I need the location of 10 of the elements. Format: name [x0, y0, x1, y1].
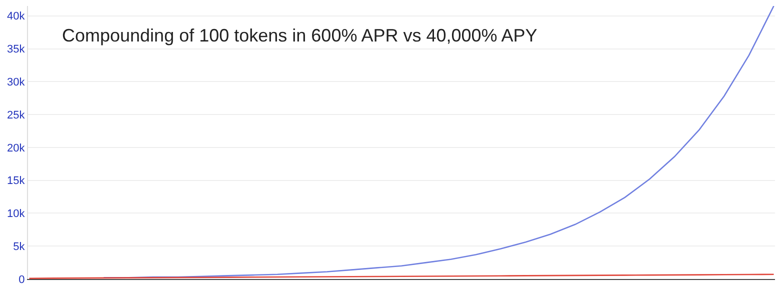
- text: Compounding of 100 tokens in 600% APR vs 40,000% APY: [62, 25, 538, 46]
- y-tick-label: 10k: [7, 208, 26, 220]
- y-tick-label: 35k: [7, 44, 26, 56]
- y-tick-label: 40k: [7, 10, 26, 23]
- y-tick-label: 30k: [7, 76, 26, 88]
- y-tick-label: 25k: [7, 109, 26, 122]
- y-tick-label: 0: [18, 274, 25, 286]
- y-tick-label: 20k: [7, 142, 26, 154]
- y-tick-label: 15k: [7, 175, 26, 188]
- y-tick-label: 5k: [13, 240, 26, 253]
